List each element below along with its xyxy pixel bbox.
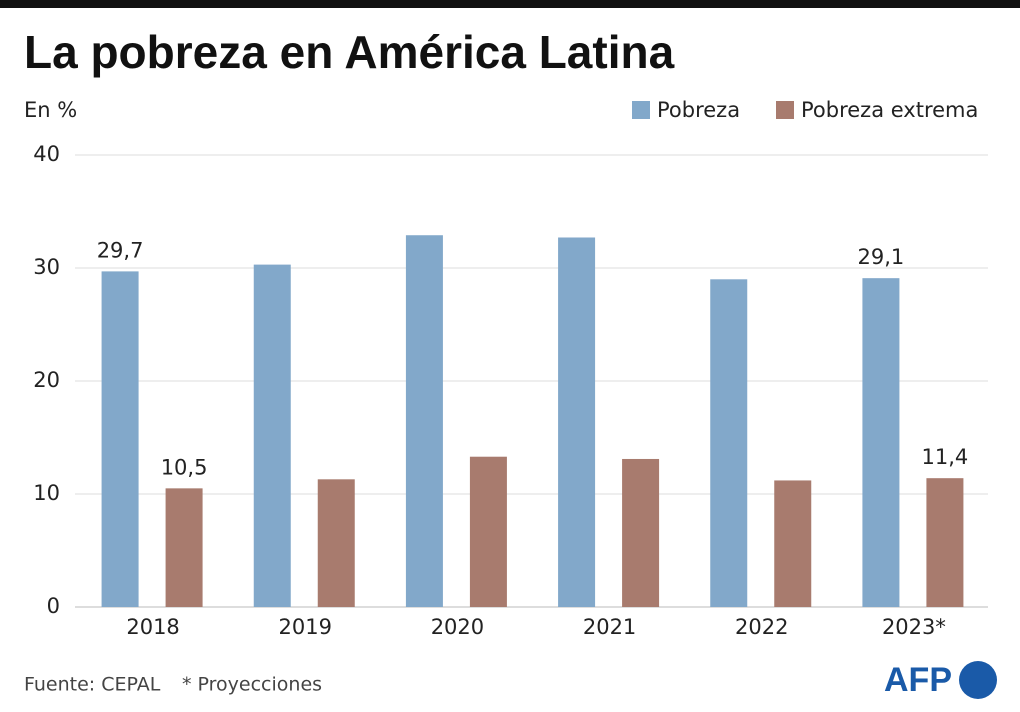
bar [622, 458, 660, 607]
x-tick-label: 2022 [735, 615, 788, 639]
x-tick-label: 2021 [583, 615, 636, 639]
legend-swatch [776, 101, 794, 119]
x-tick-label: 2019 [279, 615, 332, 639]
x-tick-label: 2023* [882, 615, 946, 639]
y-tick-label: 10 [33, 481, 60, 505]
bar [558, 237, 596, 608]
bar [710, 279, 748, 607]
y-tick-label: 20 [33, 368, 60, 392]
legend-label: Pobreza [657, 98, 740, 122]
bar [165, 488, 203, 607]
x-tick-label: 2018 [126, 615, 179, 639]
y-tick-label: 30 [33, 255, 60, 279]
value-label: 11,4 [922, 445, 969, 469]
note: * Proyecciones [182, 674, 322, 696]
logo: AFP [884, 661, 952, 699]
bar [926, 478, 964, 607]
source: Fuente: CEPAL [24, 674, 161, 696]
chart-title: La pobreza en América Latina [24, 26, 675, 78]
bar [862, 278, 900, 607]
legend-swatch [632, 101, 650, 119]
bar [101, 271, 139, 607]
logo-circle [959, 661, 997, 699]
bar [469, 456, 507, 607]
bar [253, 264, 291, 607]
top-bar [0, 0, 1020, 8]
value-label: 10,5 [161, 455, 208, 479]
bar [405, 235, 443, 608]
legend-label: Pobreza extrema [801, 98, 978, 122]
bar [317, 479, 355, 607]
bar [774, 480, 812, 607]
x-tick-label: 2020 [431, 615, 484, 639]
value-label: 29,1 [858, 245, 905, 269]
subtitle: En % [24, 98, 77, 122]
y-tick-label: 0 [47, 594, 60, 618]
value-label: 29,7 [97, 238, 144, 262]
y-tick-label: 40 [33, 142, 60, 166]
